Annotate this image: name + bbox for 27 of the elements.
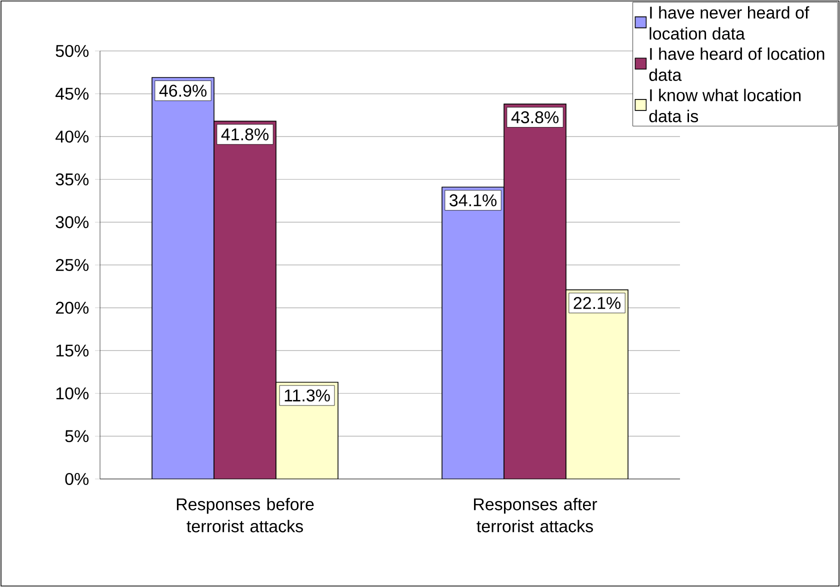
y-tick-label: 40% bbox=[56, 130, 89, 143]
bar bbox=[442, 186, 504, 479]
bar bbox=[504, 104, 566, 479]
data-label: 43.8% bbox=[511, 111, 559, 124]
data-label: 34.1% bbox=[450, 194, 497, 206]
bar bbox=[214, 120, 276, 479]
data-label: 11.3% bbox=[284, 389, 330, 402]
data-label: 41.8% bbox=[221, 128, 269, 140]
x-tick-label: Responses before terrorist attacks bbox=[176, 498, 314, 532]
y-tick-label: 45% bbox=[56, 88, 89, 100]
y-tick-label: 50% bbox=[56, 44, 89, 58]
y-tick-label: 20% bbox=[56, 302, 89, 314]
data-label: 46.9% bbox=[159, 84, 207, 97]
y-tick-label: 5% bbox=[65, 430, 89, 442]
bar bbox=[152, 77, 214, 479]
legend-label: I have never heard of location data bbox=[650, 6, 810, 40]
legend-label: I know what location data is bbox=[649, 88, 801, 122]
x-tick-label: Responses after terrorist attacks bbox=[474, 498, 598, 532]
y-tick-label: 35% bbox=[56, 173, 89, 186]
y-tick-label: 25% bbox=[56, 258, 89, 272]
legend-label: I have heard of location data bbox=[649, 47, 824, 81]
y-tick-label: 30% bbox=[56, 216, 89, 228]
bar bbox=[566, 289, 628, 479]
y-tick-label: 15% bbox=[56, 344, 89, 357]
data-label: 22.1% bbox=[574, 297, 621, 309]
y-tick-label: 0% bbox=[65, 472, 89, 486]
y-tick-label: 10% bbox=[56, 387, 89, 400]
